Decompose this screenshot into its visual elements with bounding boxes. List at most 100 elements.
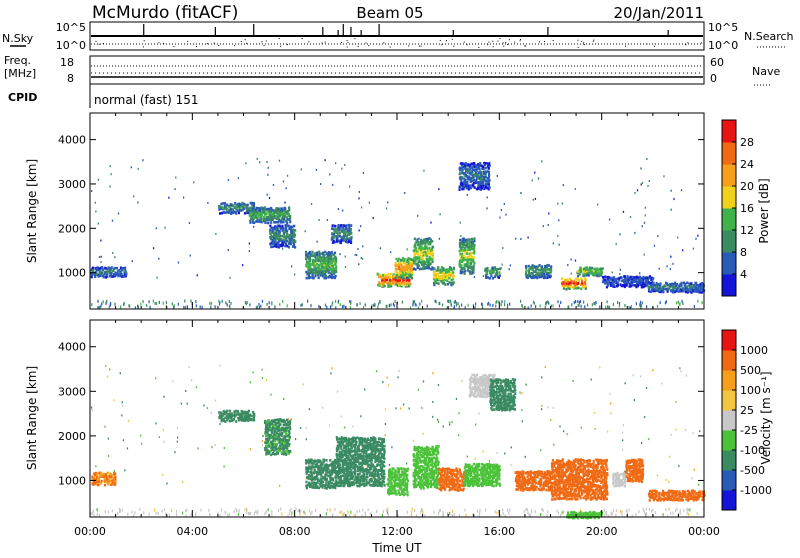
ground-scatter-cell (244, 508, 245, 511)
data-cell (393, 492, 395, 495)
data-cell (237, 410, 239, 413)
speckle-cell (510, 464, 511, 466)
ground-scatter-cell (260, 305, 261, 308)
speckle-cell (559, 244, 560, 246)
data-cell (322, 480, 324, 483)
data-cell (224, 420, 226, 423)
data-cell (334, 225, 336, 228)
ground-scatter-cell (383, 510, 384, 513)
data-cell (294, 246, 296, 249)
ground-scatter-cell (137, 305, 138, 308)
speckle-cell (357, 248, 358, 250)
ground-scatter-cell (326, 306, 327, 309)
speckle-cell (681, 189, 682, 191)
noise-right-top-tick: 10^5 (708, 21, 738, 34)
ground-scatter-cell (414, 300, 415, 303)
ground-scatter-cell (531, 509, 532, 512)
data-cell (425, 246, 427, 249)
ground-scatter-cell (349, 300, 350, 303)
data-cell (437, 451, 439, 454)
noise-dot (503, 46, 504, 47)
ground-scatter-cell (281, 512, 282, 515)
noise-dot (158, 42, 159, 43)
ground-scatter-cell (154, 302, 155, 305)
data-cell (318, 276, 320, 279)
data-cell (475, 164, 477, 167)
speckle-cell (185, 390, 186, 392)
data-cell (452, 271, 454, 274)
noise-dot (497, 41, 498, 42)
ground-scatter-cell (271, 510, 272, 513)
speckle-cell (273, 184, 274, 186)
data-cell (92, 267, 94, 270)
data-cell (261, 221, 263, 224)
ground-scatter-cell (492, 304, 493, 307)
data-cell (477, 171, 479, 174)
speckle-cell (339, 253, 340, 255)
data-cell (624, 275, 626, 278)
colorbar-segment (722, 186, 736, 209)
ground-scatter-cell (365, 512, 366, 515)
data-cell (420, 267, 422, 270)
data-cell (431, 256, 433, 259)
data-cell (406, 277, 408, 280)
data-cell (468, 175, 470, 178)
ground-scatter-cell (668, 508, 669, 511)
ground-scatter-cell (675, 509, 676, 512)
data-cell (475, 172, 477, 175)
data-cell (400, 467, 402, 470)
data-cell (226, 204, 228, 207)
ground-scatter-cell (459, 305, 460, 308)
ground-scatter-cell (683, 509, 684, 512)
ground-scatter-cell (238, 509, 239, 512)
date-title: 20/Jan/2011 (614, 4, 705, 22)
data-cell (544, 276, 546, 279)
speckle-cell (467, 456, 468, 458)
data-cell (101, 271, 103, 274)
speckle-cell (287, 175, 288, 177)
ground-scatter-cell (176, 510, 177, 513)
speckle-cell (478, 412, 479, 414)
data-cell (398, 482, 400, 485)
data-cell (350, 469, 352, 472)
data-cell (486, 272, 488, 275)
data-cell (314, 471, 316, 474)
data-cell (360, 453, 362, 456)
ground-scatter-cell (266, 510, 267, 513)
data-cell (471, 252, 473, 255)
data-cell (336, 481, 338, 484)
data-cell (279, 230, 281, 233)
data-cell (260, 218, 262, 221)
ground-scatter-cell (154, 509, 155, 512)
noise-dot (446, 40, 447, 41)
ground-scatter-cell (547, 510, 548, 513)
ground-scatter-cell (672, 512, 673, 515)
ground-scatter-cell (605, 511, 606, 514)
data-cell (420, 487, 422, 490)
ground-scatter-cell (215, 305, 216, 308)
noise-dot (687, 42, 688, 43)
data-cell (391, 482, 393, 485)
data-cell (114, 267, 116, 270)
data-cell (267, 221, 269, 224)
data-cell (632, 276, 634, 279)
speckle-cell (520, 192, 521, 194)
speckle-cell (548, 224, 549, 226)
ground-scatter-cell (389, 304, 390, 307)
data-cell (394, 469, 396, 472)
data-cell (604, 275, 606, 278)
speckle-cell (110, 165, 111, 167)
speckle-cell (389, 464, 390, 466)
data-cell (596, 268, 598, 271)
freq-tick-top: 18 (60, 56, 74, 69)
speckle-cell (458, 412, 459, 414)
ground-scatter-cell (310, 512, 311, 515)
data-cell (253, 209, 255, 212)
data-cell (322, 483, 324, 486)
ground-scatter-cell (229, 513, 230, 516)
noise-dot (581, 41, 582, 42)
data-cell (268, 419, 270, 422)
ground-scatter-cell (97, 508, 98, 511)
ground-scatter-cell (615, 513, 616, 516)
